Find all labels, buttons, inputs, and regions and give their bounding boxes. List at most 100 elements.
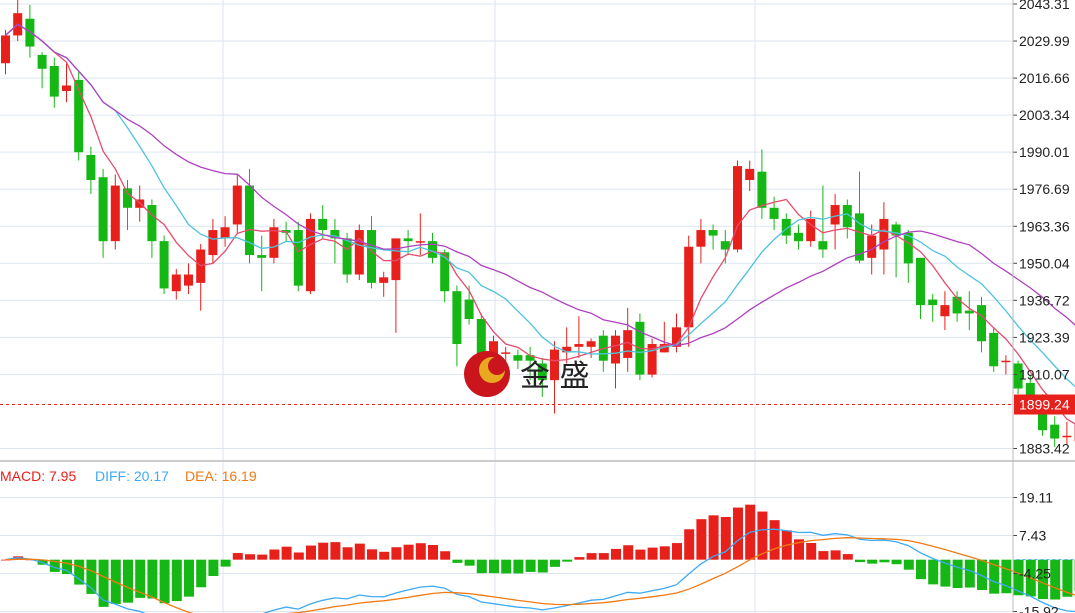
candle-body bbox=[1025, 382, 1035, 403]
candle-body bbox=[879, 218, 889, 250]
watermark: 金 盛 bbox=[464, 351, 590, 397]
y-tick-label: 2043.31 bbox=[1019, 0, 1070, 12]
candle-body bbox=[391, 238, 401, 281]
macd-bar bbox=[232, 553, 243, 560]
ma5-line bbox=[5, 23, 1075, 425]
candle-body bbox=[184, 274, 193, 286]
candle-body bbox=[916, 257, 925, 306]
macd-bar bbox=[769, 520, 780, 560]
macd-bar bbox=[647, 547, 658, 560]
macd-bar bbox=[440, 551, 451, 560]
candle-body bbox=[513, 355, 523, 361]
y-tick-label: 1990.01 bbox=[1019, 144, 1070, 160]
candle-body bbox=[1, 35, 10, 64]
macd-bar bbox=[672, 543, 682, 560]
candle-body bbox=[440, 252, 450, 292]
candle-body bbox=[452, 291, 462, 345]
macd-value-label: MACD: 7.95 bbox=[0, 468, 76, 484]
macd-bar bbox=[952, 559, 963, 589]
dea-label: DEA: 16.19 bbox=[185, 468, 257, 484]
macd-bar bbox=[452, 559, 463, 563]
macd-bar bbox=[855, 559, 865, 563]
macd-bar bbox=[245, 554, 255, 560]
macd-bar bbox=[464, 559, 475, 566]
macd-bar bbox=[635, 549, 646, 560]
ma10-line bbox=[5, 23, 1075, 388]
macd-bar bbox=[989, 559, 1000, 594]
y-tick-label: 2029.99 bbox=[1019, 33, 1070, 49]
candle-body bbox=[623, 330, 633, 358]
macd-bar bbox=[940, 559, 951, 587]
candle-body bbox=[171, 274, 181, 292]
candle-body bbox=[659, 344, 669, 353]
macd-bar bbox=[391, 547, 402, 560]
macd-bar bbox=[342, 547, 353, 560]
macd-bar bbox=[403, 544, 414, 560]
macd-bar bbox=[794, 539, 804, 560]
price-y-axis: 2043.31 2029.99 2016.66 2003.34 1990.01 1976.… bbox=[1013, 0, 1075, 457]
y-tick-label: 1976.69 bbox=[1019, 181, 1070, 197]
candle-body bbox=[574, 344, 584, 347]
candle-body bbox=[49, 66, 59, 97]
candle-body bbox=[257, 255, 267, 258]
macd-bar bbox=[879, 559, 890, 563]
macd-histogram bbox=[1, 504, 1075, 607]
candle-body bbox=[403, 238, 413, 242]
macd-bar bbox=[586, 553, 597, 560]
macd-bar bbox=[684, 529, 695, 560]
macd-bar bbox=[928, 559, 939, 585]
macd-bar bbox=[379, 551, 390, 560]
macd-bar bbox=[708, 515, 719, 560]
macd-bar bbox=[367, 549, 377, 560]
y-tick-label: 1950.04 bbox=[1019, 255, 1070, 271]
candle-body bbox=[684, 246, 694, 328]
candle-body bbox=[525, 355, 535, 361]
candle-body bbox=[1013, 363, 1023, 389]
macd-bar bbox=[281, 546, 292, 560]
candle-body bbox=[781, 218, 791, 236]
candle-body bbox=[757, 171, 767, 208]
watermark-text: 金 盛 bbox=[520, 359, 590, 394]
macd-bar bbox=[1062, 559, 1073, 597]
macd-bar bbox=[98, 559, 109, 607]
candle-body bbox=[306, 218, 315, 292]
candle-body bbox=[806, 218, 816, 242]
candle-body bbox=[1001, 360, 1011, 363]
macd-bar bbox=[611, 548, 621, 560]
candle-body bbox=[1050, 424, 1060, 439]
macd-bar bbox=[733, 507, 743, 560]
macd-bar bbox=[293, 552, 304, 560]
candle-body bbox=[769, 207, 779, 219]
candle-body bbox=[537, 363, 547, 381]
y-tick-label: 1963.36 bbox=[1019, 218, 1070, 234]
candle-body bbox=[830, 205, 840, 225]
macd-bar bbox=[269, 549, 280, 560]
logo-crescent bbox=[488, 357, 506, 375]
dea-line bbox=[5, 537, 1075, 613]
ma20-line bbox=[5, 23, 1075, 347]
macd-bar bbox=[501, 559, 512, 574]
current-price-tag bbox=[1014, 394, 1075, 415]
macd-bar bbox=[123, 559, 133, 603]
candle-body bbox=[672, 327, 681, 347]
candle-body bbox=[74, 79, 84, 153]
macd-tick-label: -4.25 bbox=[1019, 566, 1051, 582]
macd-bar bbox=[1013, 559, 1024, 596]
y-tick-label: 2003.34 bbox=[1019, 107, 1070, 123]
candle-body bbox=[818, 241, 828, 250]
macd-tick-label: 19.11 bbox=[1019, 490, 1053, 506]
candle-body bbox=[147, 205, 157, 242]
macd-bar bbox=[476, 559, 487, 574]
macd-bar bbox=[171, 559, 182, 602]
macd-bar bbox=[977, 559, 987, 590]
macd-bar bbox=[159, 559, 170, 604]
macd-bar bbox=[598, 553, 609, 560]
macd-bar bbox=[354, 543, 365, 560]
macd-bar bbox=[659, 546, 670, 560]
macd-bar bbox=[489, 559, 499, 574]
candle-body bbox=[977, 305, 986, 342]
macd-bar bbox=[830, 550, 841, 560]
candle-body bbox=[220, 227, 230, 239]
y-tick-label: 1936.72 bbox=[1019, 292, 1070, 308]
macd-bar bbox=[184, 559, 194, 597]
